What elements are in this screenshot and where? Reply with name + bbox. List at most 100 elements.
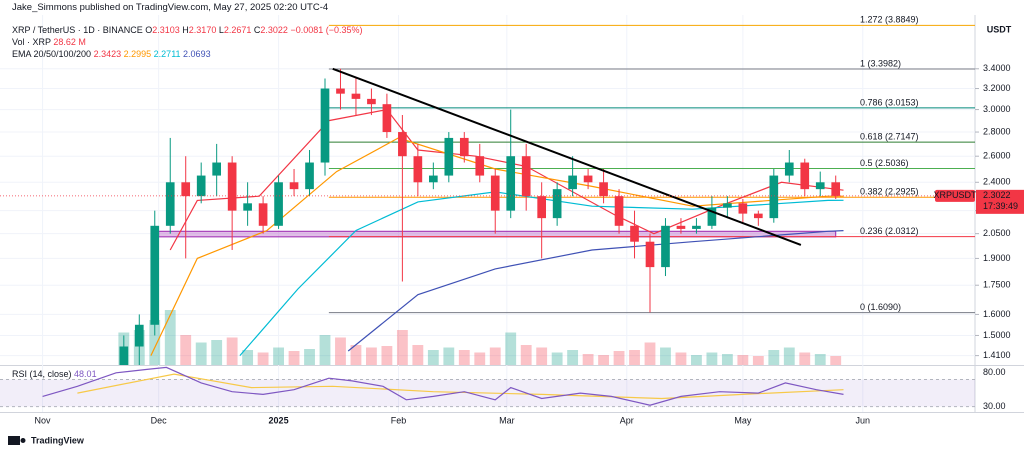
fib-label: 0.382 (2.2925) [860,187,919,197]
axis-unit: USDT [987,24,1012,34]
candle-body [521,156,531,197]
candle-body [444,137,454,176]
volume-bar [582,354,594,365]
candle-body [738,203,748,214]
rsi-legend: RSI (14, close) 48.01 [12,369,97,379]
volume-bar [149,320,161,365]
volume-bar [304,349,315,365]
y-tick-label: 3.4000 [983,63,1011,73]
candle-body [568,175,577,190]
volume-bar [427,350,439,365]
candle-body [800,162,810,190]
volume-bar [211,340,223,365]
candle-body [289,182,299,190]
fib-label: 0.236 (2.0312) [860,226,919,236]
candle-body [676,225,686,229]
rsi-line [42,366,844,406]
volume-bar [660,347,671,365]
volume-bar [644,342,656,365]
rsi-ma-line [77,373,844,400]
candle-body [382,104,392,133]
fib-label: 0.786 (3.0153) [860,97,919,107]
y-tick-label: 1.4100 [983,350,1011,360]
volume-bar [242,350,254,365]
candle-body [661,225,670,268]
volume-legend: Vol · XRP 28.62 M [12,37,86,47]
volume-bar [814,354,826,365]
candle-body [692,225,701,229]
ema-line [347,230,844,352]
volume-bar [474,352,486,365]
volume-bar [257,352,269,365]
volume-bar [629,350,640,365]
volume-bar [752,356,764,365]
candle-body [599,182,608,197]
y-tick-label: 3.2000 [983,83,1011,93]
candle-body [723,203,732,208]
candle-body [243,203,252,211]
rsi-title: RSI (14, close) [12,369,72,379]
candle-body [274,182,283,226]
y-tick-label: 2.0500 [983,228,1011,238]
ohlc-value: 2.3170 [188,25,217,35]
candle-body [305,162,314,190]
y-tick-label: 3.0000 [983,104,1011,114]
volume-bar [768,350,780,365]
volume-bar [381,346,393,365]
candle-body [227,162,237,211]
volume-bar [366,347,377,365]
ohlc-label: C [253,25,261,35]
volume-bar [536,347,548,365]
candle-body [614,196,624,226]
ema-value: 2.0693 [183,49,211,59]
x-tick-label: May [734,415,752,425]
candle-body [707,207,717,226]
ohlc-label: H [182,25,189,35]
symbol: XRP / TetherUS · 1D · BINANCE [12,25,143,35]
volume-bar [458,350,470,365]
candle-body [258,203,268,226]
candle-body [150,225,160,325]
volume-bar [675,352,687,365]
ohlc-label: O [145,25,153,35]
x-tick-label: Jun [856,415,871,425]
volume-bar [180,335,192,365]
volume-bar [489,347,501,365]
volume-bar [551,352,563,365]
volume-bar [830,356,842,365]
x-tick-label: Mar [499,415,515,425]
trendline [332,67,802,246]
candle-body [645,241,655,268]
candle-body [351,93,361,99]
candle-body [367,98,376,105]
ema-legend: EMA 20/50/100/200 2.3423 2.2995 2.2711 2… [12,49,211,59]
candle-body [754,213,763,219]
candle-body [490,175,500,211]
volume-bar [273,347,284,365]
y-tick-label: 1.5000 [983,330,1011,340]
volume-bar [164,310,176,365]
candle-body [552,189,562,219]
y-tick-label: 1.9000 [983,253,1011,263]
ema-value: 2.2995 [123,49,152,59]
volume-bar [721,354,733,365]
x-tick-label: Apr [620,415,634,425]
volume-bar [691,355,702,365]
volume-bar [505,332,517,365]
x-tick-label: Nov [35,415,52,425]
y-tick-label: 2.6000 [983,151,1011,161]
candle-body [320,88,330,163]
candle-body [398,132,407,157]
y-tick-label: 1.7500 [983,280,1011,290]
rsi-tick-label: 30.00 [983,401,1006,411]
y-tick-label: 2.8000 [983,126,1011,136]
ema-line [169,108,844,251]
candle-body [769,175,779,219]
volume-bar [319,335,331,365]
candle-body [537,196,546,219]
brand: TradingView [31,435,85,445]
volume-value: 28.62 M [53,37,86,47]
candle-body [413,156,423,183]
symbol-tag [935,189,975,202]
